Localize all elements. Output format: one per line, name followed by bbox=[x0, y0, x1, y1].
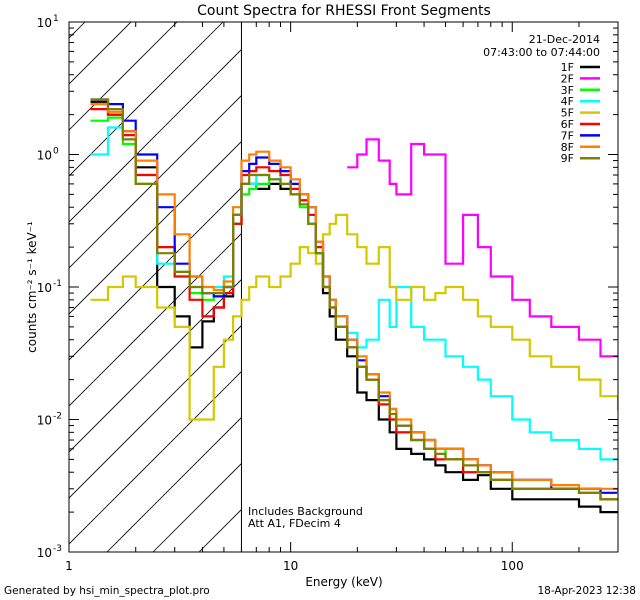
chart-title: Count Spectra for RHESSI Front Segments bbox=[197, 3, 491, 19]
legend-label-4f: 4F bbox=[561, 95, 574, 108]
series-9f bbox=[90, 98, 618, 501]
legend-label-9f: 9F bbox=[561, 152, 574, 165]
y-tick-base: 10 bbox=[37, 16, 52, 30]
y-tick-exponent: 1 bbox=[53, 14, 59, 24]
x-tick-labels: 1 10 100 bbox=[65, 559, 524, 573]
y-tick-exponent: 0 bbox=[53, 147, 59, 157]
axis-ticks bbox=[68, 22, 619, 553]
x-tick-label: 100 bbox=[501, 559, 524, 573]
series-2f bbox=[347, 138, 618, 358]
x-axis-label: Energy (keV) bbox=[305, 575, 382, 589]
hatch-line bbox=[69, 370, 242, 545]
hatch-line bbox=[69, 22, 224, 177]
y-axis-label: counts cm⁻² s⁻¹ keV⁻¹ bbox=[25, 221, 39, 353]
x-tick-label: 1 bbox=[65, 559, 73, 573]
hatch-line bbox=[69, 94, 242, 269]
legend-label-5f: 5F bbox=[561, 107, 574, 120]
y-tick-label: 10 -2 bbox=[37, 412, 62, 428]
y-tick-label: 10 -1 bbox=[37, 279, 62, 295]
y-tick-base: 10 bbox=[37, 546, 52, 560]
legend-label-3f: 3F bbox=[561, 84, 574, 97]
hatch-line bbox=[106, 416, 242, 552]
hatch-line bbox=[69, 324, 242, 499]
series-1f bbox=[90, 100, 618, 514]
hatch-line bbox=[69, 48, 242, 223]
annotation-attenuator: Att A1, FDecim 4 bbox=[248, 517, 341, 530]
y-tick-exponent: -3 bbox=[53, 544, 62, 554]
x-tick-label: 10 bbox=[283, 559, 298, 573]
series-5f bbox=[90, 213, 618, 421]
y-tick-base: 10 bbox=[37, 414, 52, 428]
y-tick-label: 10 0 bbox=[37, 147, 59, 163]
y-tick-exponent: -1 bbox=[53, 279, 62, 289]
observation-date: 21-Dec-2014 bbox=[529, 33, 600, 46]
legend-label-2f: 2F bbox=[561, 72, 574, 85]
timestamp-label: 18-Apr-2023 12:38 bbox=[537, 585, 636, 597]
annotation-background: Includes Background bbox=[248, 505, 363, 518]
y-tick-label: 10 1 bbox=[37, 14, 59, 30]
legend-label-7f: 7F bbox=[561, 129, 574, 142]
hatch-line bbox=[69, 22, 178, 131]
hatch-line bbox=[69, 140, 242, 315]
legend-label-6f: 6F bbox=[561, 118, 574, 131]
y-tick-base: 10 bbox=[37, 149, 52, 163]
generated-by-label: Generated by hsi_min_spectra_plot.pro bbox=[4, 585, 210, 597]
y-tick-exponent: -2 bbox=[53, 412, 62, 422]
series-4f bbox=[90, 126, 618, 461]
y-tick-label: 10 -3 bbox=[37, 544, 62, 560]
legend-label-1f: 1F bbox=[561, 61, 574, 74]
y-tick-base: 10 bbox=[37, 281, 52, 295]
series-group bbox=[90, 98, 618, 514]
hatch-line bbox=[69, 232, 242, 407]
time-range: 07:43:00 to 07:44:00 bbox=[483, 46, 600, 59]
legend-label-8f: 8F bbox=[561, 141, 574, 154]
